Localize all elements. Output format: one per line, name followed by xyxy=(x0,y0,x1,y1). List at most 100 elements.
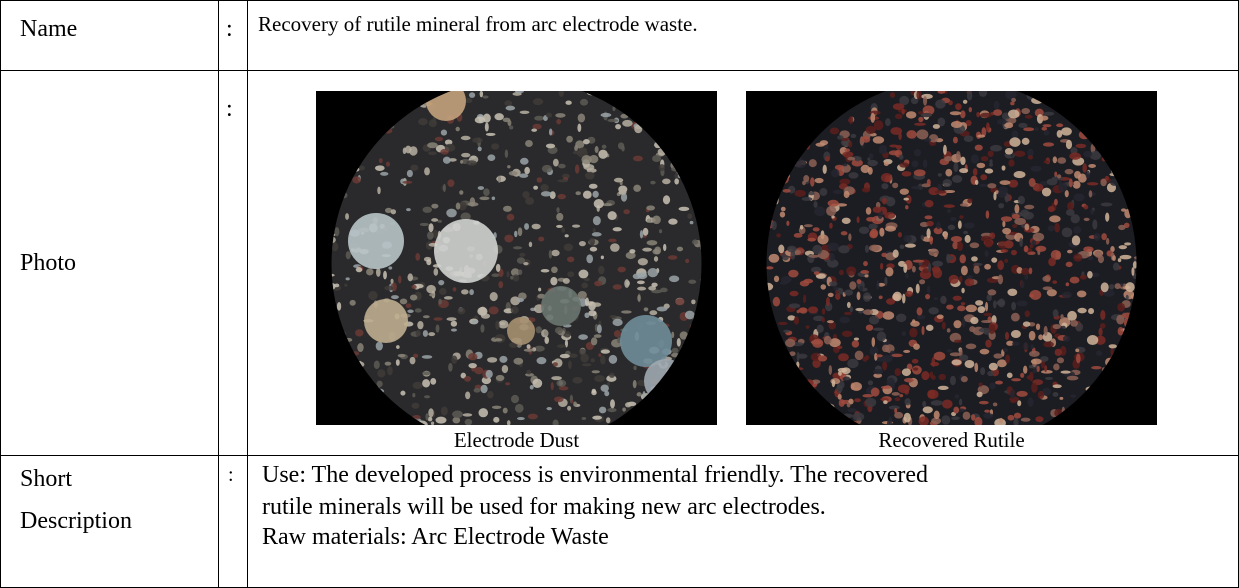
grain xyxy=(510,268,520,277)
grain xyxy=(556,344,567,348)
grain xyxy=(949,352,962,357)
grain xyxy=(505,382,511,386)
grain xyxy=(435,416,447,424)
grain xyxy=(460,159,464,164)
grain xyxy=(903,412,911,423)
grain xyxy=(668,218,678,225)
grain xyxy=(848,172,859,179)
grain xyxy=(1023,365,1028,374)
grain xyxy=(946,328,951,333)
grain xyxy=(1050,249,1061,260)
grain xyxy=(1002,347,1009,353)
grain xyxy=(876,280,880,290)
grain xyxy=(848,140,853,148)
grain xyxy=(464,418,473,425)
grain xyxy=(932,124,940,129)
grain xyxy=(861,187,871,193)
grain xyxy=(1052,384,1062,389)
grain xyxy=(838,399,845,407)
grain xyxy=(520,157,529,165)
grain xyxy=(882,355,893,363)
grain xyxy=(868,153,874,160)
grain xyxy=(1041,387,1052,396)
grain xyxy=(966,275,974,279)
grain xyxy=(803,278,814,284)
grain xyxy=(914,122,926,126)
grain xyxy=(331,273,335,277)
grain xyxy=(584,297,590,307)
grain xyxy=(880,385,892,389)
grain xyxy=(368,290,378,301)
grain xyxy=(1020,209,1030,218)
grain xyxy=(572,224,581,228)
grain xyxy=(894,411,904,419)
grain xyxy=(584,312,590,319)
grain xyxy=(993,191,997,201)
grain xyxy=(946,304,954,310)
grain xyxy=(969,242,980,249)
grain xyxy=(801,197,813,201)
grain xyxy=(415,253,421,261)
label: Short xyxy=(20,466,73,492)
grain xyxy=(608,354,618,364)
grain xyxy=(899,394,904,398)
grain xyxy=(1112,255,1116,261)
grain xyxy=(519,110,530,114)
grain xyxy=(397,353,406,358)
grain xyxy=(1032,183,1044,192)
grain xyxy=(489,291,498,302)
grain xyxy=(564,234,569,238)
grain xyxy=(937,91,946,94)
grain xyxy=(886,298,896,305)
grain xyxy=(950,121,963,128)
large-grain xyxy=(364,299,408,343)
grain xyxy=(968,107,972,113)
grain xyxy=(563,243,574,252)
grain xyxy=(557,193,566,200)
grain xyxy=(824,156,830,162)
grain xyxy=(399,298,408,305)
grain xyxy=(652,215,661,225)
grain xyxy=(538,287,542,292)
grain xyxy=(812,338,824,348)
grain xyxy=(1008,159,1015,167)
grain xyxy=(793,233,803,238)
grain xyxy=(946,255,954,261)
label: Photo xyxy=(20,250,77,276)
grain xyxy=(836,345,843,350)
grain xyxy=(429,293,435,297)
grain xyxy=(833,286,839,291)
grain xyxy=(652,248,660,255)
grain xyxy=(989,162,994,167)
grain xyxy=(902,293,906,304)
grain xyxy=(892,291,902,302)
grain xyxy=(377,186,381,195)
grain xyxy=(920,112,933,118)
grain xyxy=(922,105,935,116)
grain xyxy=(1014,204,1020,214)
grain xyxy=(532,123,542,130)
grain xyxy=(1070,214,1080,224)
grain xyxy=(991,257,998,263)
grain xyxy=(1100,309,1106,321)
grain xyxy=(1094,250,1103,258)
grain xyxy=(766,282,774,291)
grain xyxy=(509,125,514,130)
grain xyxy=(1021,137,1030,145)
grain xyxy=(1012,341,1020,346)
grain xyxy=(1010,101,1015,106)
grain xyxy=(1010,312,1020,322)
grain xyxy=(556,212,564,221)
grain xyxy=(1035,323,1041,331)
grain xyxy=(976,111,980,118)
grain xyxy=(993,109,1003,116)
description-line: Raw materials: Arc Electrode Waste xyxy=(262,524,609,550)
grain xyxy=(1017,400,1022,407)
grain xyxy=(633,365,637,371)
grain xyxy=(812,244,823,255)
grain xyxy=(594,146,599,154)
grain xyxy=(777,321,788,326)
grain xyxy=(865,324,874,331)
grain xyxy=(480,324,485,333)
grain xyxy=(918,416,929,425)
